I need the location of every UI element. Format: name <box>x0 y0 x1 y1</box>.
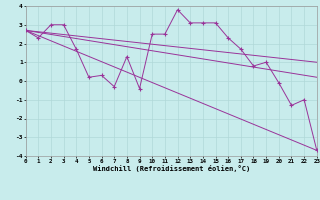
X-axis label: Windchill (Refroidissement éolien,°C): Windchill (Refroidissement éolien,°C) <box>92 165 250 172</box>
